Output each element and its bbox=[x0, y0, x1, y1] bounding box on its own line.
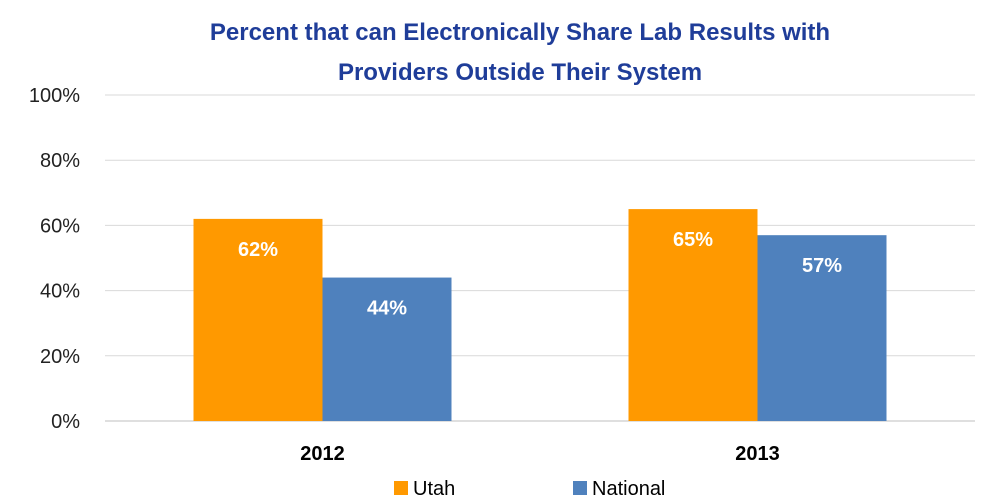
bars: 62% 44% 65% 57% bbox=[193, 209, 887, 421]
y-tick-label: 40% bbox=[40, 281, 80, 303]
chart-title-line-2: Providers Outside Their System bbox=[338, 59, 702, 86]
data-label: 62% bbox=[238, 239, 278, 261]
x-category-label: 2012 bbox=[300, 443, 345, 465]
y-tick-label: 0% bbox=[51, 411, 80, 433]
legend-swatch-utah bbox=[394, 481, 408, 495]
bar-national-2013 bbox=[757, 235, 887, 421]
bar-utah-2012 bbox=[193, 218, 323, 421]
data-label: 44% bbox=[367, 298, 407, 320]
y-tick-label: 80% bbox=[40, 150, 80, 172]
y-axis-ticks: 0% 20% 40% 60% 80% 100% bbox=[29, 85, 80, 433]
legend-swatch-national bbox=[573, 481, 587, 495]
y-tick-label: 20% bbox=[40, 346, 80, 368]
data-label: 57% bbox=[802, 255, 842, 277]
legend: Utah National bbox=[394, 478, 665, 498]
y-tick-label: 100% bbox=[29, 85, 80, 107]
y-tick-label: 60% bbox=[40, 215, 80, 237]
x-axis-categories: 2012 2013 bbox=[300, 443, 780, 465]
bar-utah-2013 bbox=[628, 209, 758, 421]
chart-title-line-1: Percent that can Electronically Share La… bbox=[210, 19, 830, 46]
data-label: 65% bbox=[673, 229, 713, 251]
legend-label-national: National bbox=[592, 478, 665, 498]
x-category-label: 2013 bbox=[735, 443, 780, 465]
bar-national-2012 bbox=[322, 277, 452, 421]
legend-label-utah: Utah bbox=[413, 478, 455, 498]
